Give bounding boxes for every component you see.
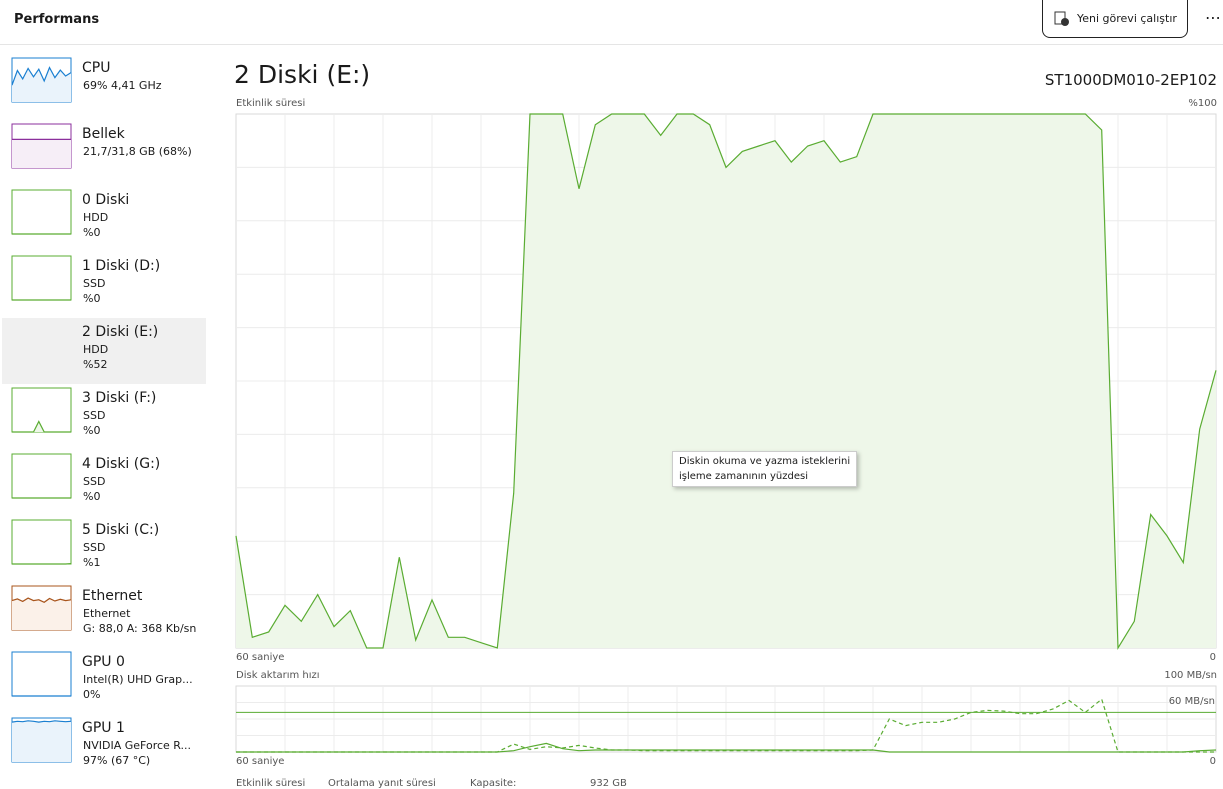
item-detail: 0% [83,688,100,701]
item-detail: %0 [83,226,100,239]
item-detail: 97% (67 °C) [83,754,150,767]
item-detail: SSD [83,475,105,488]
item-detail: 21,7/31,8 GB (68%) [83,145,192,158]
item-name: 2 Diski (E:) [82,324,158,340]
item-name: 3 Diski (F:) [82,390,156,406]
tooltip-line: işleme zamanının yüzdesi [679,469,850,484]
stat-label: Ortalama yanıt süresi [328,778,436,789]
item-name: 0 Diski [82,192,129,208]
stat-value: 932 GB [590,778,627,789]
item-detail: G: 88,0 A: 368 Kb/sn [83,622,196,635]
item-detail: %1 [83,556,100,569]
item-detail: 69% 4,41 GHz [83,79,162,92]
item-detail: SSD [83,277,105,290]
stat-label: Kapasite: [470,778,516,789]
ref-label: 60 MB/sn [1169,696,1215,707]
item-detail: HDD [83,343,108,356]
stat-label: Etkinlik süresi [236,778,305,789]
item-detail: %0 [83,490,100,503]
item-detail: Ethernet [83,607,130,620]
item-name: Bellek [82,126,125,142]
item-name: 5 Diski (C:) [82,522,159,538]
item-detail: %52 [83,358,107,371]
item-detail: SSD [83,409,105,422]
item-detail: NVIDIA GeForce R... [83,739,191,752]
item-detail: Intel(R) UHD Grap... [83,673,193,686]
item-name: Ethernet [82,588,142,604]
item-name: 1 Diski (D:) [82,258,160,274]
item-detail: %0 [83,424,100,437]
item-name: GPU 0 [82,654,125,670]
tooltip: Diskin okuma ve yazma isteklerini işleme… [672,451,857,487]
item-name: GPU 1 [82,720,125,736]
item-detail: SSD [83,541,105,554]
item-detail: %0 [83,292,100,305]
item-detail: HDD [83,211,108,224]
tooltip-line: Diskin okuma ve yazma isteklerini [679,454,850,469]
item-name: CPU [82,60,110,76]
item-name: 4 Diski (G:) [82,456,160,472]
